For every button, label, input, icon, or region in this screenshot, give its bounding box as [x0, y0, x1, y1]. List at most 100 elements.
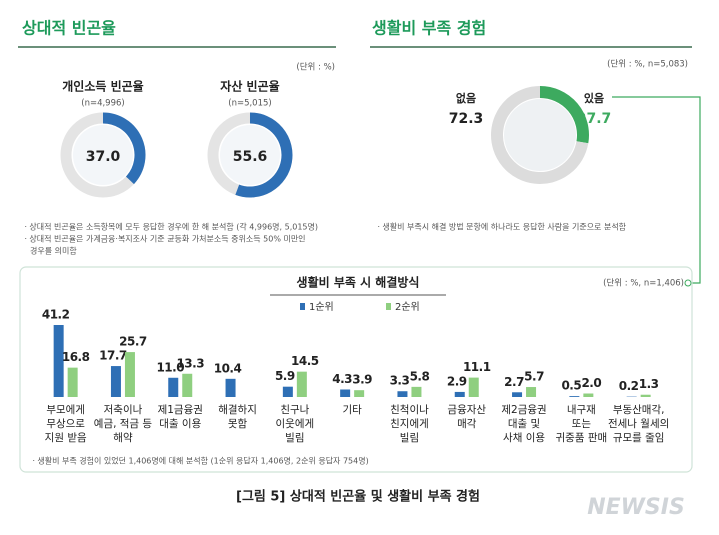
value-label: 0.2 [619, 379, 639, 393]
right-title: 생활비 부족 경험 [372, 19, 486, 38]
bar [296, 371, 307, 397]
donut-title: 자산 빈곤율 [220, 79, 279, 94]
value-label: 4.3 [332, 372, 352, 386]
x-tick-label: 또는 [572, 418, 592, 430]
pie-center [504, 99, 576, 171]
bar [397, 391, 408, 397]
legend-label: 2순위 [395, 300, 420, 313]
bar-unit: (단위 : %, n=1,406) [603, 278, 684, 289]
pie-arc [491, 86, 589, 184]
x-tick-label: 못함 [228, 418, 248, 430]
x-tick-label: 금융자산 [447, 404, 486, 416]
bar [354, 390, 365, 397]
legend-swatch [386, 303, 391, 310]
bar [640, 394, 651, 397]
value-label: 17.7 [99, 349, 127, 363]
bar-note: ㆍ생활비 부족 경험이 있었던 1,406명에 대해 분석함 (1순위 응답자 … [30, 456, 369, 466]
bar-panel [19, 266, 693, 473]
pie-label: 없음 [456, 92, 476, 105]
bar [182, 373, 193, 397]
x-tick-label: 기타 [342, 404, 362, 416]
value-label: 2.0 [581, 376, 601, 390]
value-label: 0.5 [561, 379, 581, 393]
value-label: 41.2 [42, 308, 70, 322]
bar [168, 377, 179, 397]
value-label: 1.3 [639, 377, 659, 391]
left-title: 상대적 빈곤율 [22, 19, 116, 38]
x-tick-label: 대출 및 [508, 418, 540, 430]
bar [124, 352, 135, 397]
x-tick-label: 이웃에게 [276, 418, 315, 430]
pie-value: 72.3 [449, 111, 484, 127]
x-tick-label: 지원 받음 [45, 432, 87, 444]
donut-arc [102, 112, 146, 185]
connector [612, 96, 701, 284]
value-label: 3.3 [390, 374, 410, 388]
bar [512, 392, 523, 397]
x-tick-label: 사채 이용 [503, 432, 545, 444]
value-label: 3.9 [352, 373, 372, 387]
bar-title: 생활비 부족 시 해결방식 [297, 275, 420, 290]
watermark: NEWSIS [587, 495, 685, 520]
left-note: ㆍ상대적 빈곤율은 소득항목에 모두 응답한 경우에 한 해 분석함 (각 4,… [22, 222, 318, 232]
x-tick-label: 제1금융권 [158, 404, 203, 416]
x-tick-label: 친지에게 [390, 418, 429, 430]
donut-n: (n=5,015) [228, 99, 271, 109]
value-label: 25.7 [119, 335, 147, 349]
bar [53, 325, 64, 397]
x-tick-label: 예금, 적금 등 [94, 417, 153, 430]
right-unit: (단위 : %, n=5,083) [607, 59, 688, 70]
pie-value: 27.7 [577, 111, 612, 127]
x-tick-label: 내구재 [567, 404, 596, 416]
bar [468, 377, 479, 397]
x-tick-label: 부모에게 [46, 404, 85, 416]
x-tick-label: 빌림 [285, 432, 304, 444]
left-unit: (단위 : %) [296, 62, 335, 73]
donut-center [220, 125, 280, 185]
left-note: ㆍ상대적 빈곤율은 가계금융·복지조사 기준 균등화 가처분소득 중위소득 50… [22, 234, 306, 244]
bar [454, 391, 465, 397]
bar [411, 386, 422, 397]
donut-n: (n=4,996) [81, 99, 124, 109]
legend-swatch [300, 303, 305, 310]
bar [67, 367, 78, 397]
donut-value: 37.0 [86, 149, 121, 165]
caption: [그림 5] 상대적 빈곤율 및 생활비 부족 경험 [236, 489, 480, 505]
right-note: ㆍ생활비 부족시 해결 방법 문항에 하나라도 응답한 사람을 기준으로 분석함 [375, 222, 627, 232]
value-label: 2.9 [447, 374, 467, 388]
x-tick-label: 전세나 월세의 [608, 418, 669, 430]
x-tick-label: 제2금융권 [501, 404, 546, 416]
x-tick-label: 부동산매각, [613, 404, 665, 416]
x-tick-label: 해약 [113, 431, 133, 444]
donut-value: 55.6 [233, 149, 268, 165]
x-tick-label: 규모를 줄임 [613, 431, 665, 444]
value-label: 14.5 [291, 354, 319, 368]
value-label: 11.1 [463, 360, 491, 374]
value-label: 5.7 [524, 370, 544, 384]
value-label: 5.9 [275, 369, 295, 383]
value-label: 2.7 [504, 375, 524, 389]
connector-dot [684, 279, 692, 287]
bar [569, 396, 580, 397]
bar [225, 378, 236, 397]
value-label: 5.8 [410, 369, 430, 383]
value-label: 13.3 [176, 356, 204, 370]
x-tick-label: 대출 이용 [159, 418, 201, 430]
pie-arc [539, 86, 589, 144]
x-tick-label: 친구나 [280, 404, 309, 416]
bar [526, 387, 537, 397]
value-label: 16.8 [62, 350, 90, 364]
bar [110, 366, 121, 397]
x-tick-label: 매각 [457, 418, 477, 430]
donut-title: 개인소득 빈곤율 [62, 79, 143, 94]
x-tick-label: 빌림 [400, 432, 419, 444]
x-tick-label: 저축이나 [104, 404, 143, 416]
pie-label: 있음 [584, 92, 604, 105]
left-note: 경우를 의미함 [30, 246, 77, 256]
bar [340, 389, 351, 397]
x-tick-label: 귀중품 판매 [556, 432, 608, 444]
x-tick-label: 친척이나 [390, 404, 429, 416]
x-tick-label: 무상으로 [46, 418, 85, 430]
value-label: 10.4 [214, 361, 242, 375]
